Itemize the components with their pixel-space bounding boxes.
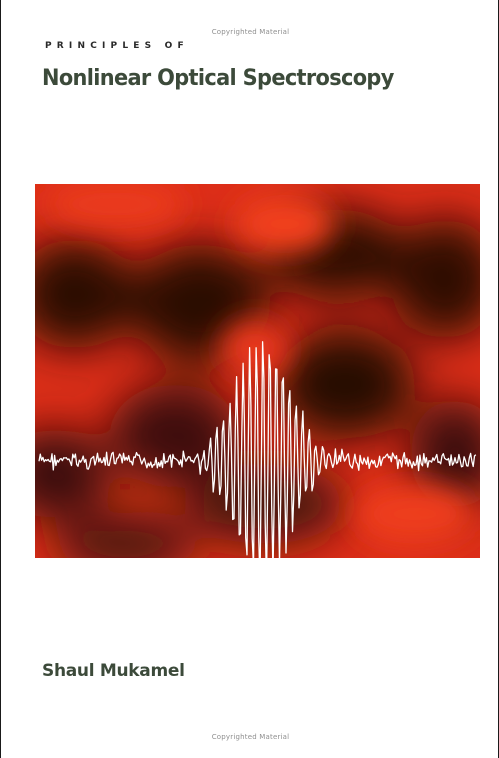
signal-trace: [38, 341, 477, 558]
watermark-top: Copyrighted Material: [211, 28, 290, 36]
author-name: Shaul Mukamel: [42, 661, 185, 681]
series-title: PRINCIPLES OF: [45, 41, 189, 51]
cover-artwork: [35, 184, 480, 558]
interferogram-signal-icon: [35, 184, 480, 558]
book-title: Nonlinear Optical Spectroscopy: [42, 66, 394, 91]
watermark-bottom: Copyrighted Material: [211, 733, 290, 741]
